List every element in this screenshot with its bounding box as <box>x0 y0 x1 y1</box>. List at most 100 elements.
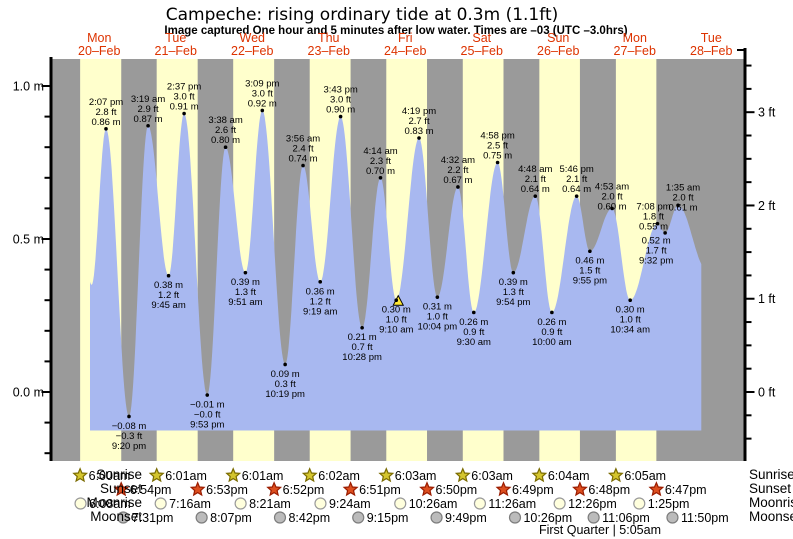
tide-annotation-high: 2.2 ft <box>447 165 468 176</box>
axis-tick-label: 1.0 m <box>13 80 44 94</box>
tide-annotation-low: 0.52 m <box>642 235 671 246</box>
sunrise-time: 6:04am <box>548 469 590 483</box>
tide-annotation-low: 0.26 m <box>459 317 488 328</box>
moonset-icon <box>195 511 208 524</box>
axis-tick <box>746 297 755 300</box>
tide-annotation-high: 2.9 ft <box>138 104 159 115</box>
sunset-icon <box>572 481 588 497</box>
tide-annotation-high: 0.83 m <box>404 126 433 137</box>
tide-annotation-high: 2.7 ft <box>408 116 429 127</box>
moonrise-icon <box>154 497 167 510</box>
tide-point-dot <box>417 136 421 140</box>
day-label: 24–Feb <box>384 44 426 58</box>
moonrise-time: 12:26pm <box>568 497 617 511</box>
sunrise-time: 6:00am <box>89 469 131 483</box>
tide-annotation-low: 0.39 m <box>499 277 528 288</box>
tide-annotation-low: 1.2 ft <box>158 290 179 301</box>
sunset-icon <box>189 481 206 497</box>
left-axis <box>49 57 53 461</box>
axis-tick-label: 0.5 m <box>13 233 44 247</box>
tide-annotation-high: 0.70 m <box>366 166 395 177</box>
sunset-time: 6:54pm <box>130 483 172 497</box>
sunset-time: 6:49pm <box>512 483 554 497</box>
sunrise-time: 6:05am <box>624 469 666 483</box>
tide-annotation-low: 0.9 ft <box>541 327 562 338</box>
tide-annotation-low: 0.38 m <box>154 280 183 291</box>
sunset-time: 6:52pm <box>283 483 325 497</box>
tide-annotation-low: −0.01 m <box>190 400 225 411</box>
tide-annotation-low: 9:51 am <box>228 297 262 308</box>
tide-annotation-low: 0.3 ft <box>275 379 296 390</box>
day-label: 26–Feb <box>537 44 579 58</box>
axis-tick <box>746 87 752 90</box>
tide-annotation-high: 4:32 am <box>441 155 475 166</box>
tide-annotation-high: 4:19 pm <box>402 106 436 117</box>
day-label: 28–Feb <box>690 44 732 58</box>
moonset-time: 10:26pm <box>523 511 572 525</box>
axis-tick <box>746 157 752 160</box>
sunset-icon <box>266 481 283 497</box>
day-label: Thu <box>318 31 340 45</box>
tide-annotation-high: 5:46 pm <box>559 164 593 175</box>
moonset-icon <box>508 511 522 524</box>
day-label: Wed <box>240 31 266 45</box>
row-label-moonset-right: Moonset <box>749 509 793 524</box>
tide-annotation-high: 3.0 ft <box>252 88 273 99</box>
axis-tick <box>746 64 752 67</box>
tide-annotation-high: 7:08 pm <box>636 202 670 213</box>
moonset-time: 7:31pm <box>132 511 174 525</box>
tide-point-dot <box>104 127 108 131</box>
axis-tick <box>41 238 50 240</box>
axis-tick <box>44 207 50 210</box>
moonset-time: 9:15pm <box>367 511 409 525</box>
tide-annotation-high: 0.74 m <box>289 154 318 165</box>
tide-annotation-low: 0.30 m <box>382 305 411 316</box>
moonrise-icon <box>314 497 327 510</box>
axis-tick <box>746 437 752 440</box>
moonset-icon <box>273 511 287 524</box>
axis-tick <box>746 367 752 370</box>
sunrise-icon <box>378 467 395 483</box>
tide-annotation-high: 4:58 pm <box>480 131 514 142</box>
tide-annotation-high: 0.55 m <box>639 222 668 233</box>
sunrise-time: 6:03am <box>471 469 513 483</box>
moon-phase-label: First Quarter | 5:05am <box>538 523 662 537</box>
axis-tick <box>44 176 50 179</box>
axis-tick <box>44 329 50 332</box>
day-label: Tue <box>165 31 186 45</box>
tide-point-dot <box>588 249 592 254</box>
tide-annotation-low: 9:53 pm <box>190 420 224 431</box>
sunset-icon <box>113 481 130 497</box>
tide-annotation-low: −0.3 ft <box>116 431 143 442</box>
tide-point-dot <box>456 185 460 189</box>
moonrise-icon <box>473 497 487 510</box>
tide-annotation-high: 3:56 am <box>286 134 320 145</box>
sunrise-icon <box>301 467 318 483</box>
tide-point-dot <box>182 111 186 116</box>
moonset-icon <box>117 511 130 524</box>
axis-tick <box>44 115 50 118</box>
sunrise-time: 6:02am <box>318 469 360 483</box>
tide-point-dot <box>360 325 364 330</box>
day-label: Mon <box>623 31 647 45</box>
axis-tick-label: 2 ft <box>758 199 776 213</box>
sunset-time: 6:50pm <box>436 483 478 497</box>
tide-point-dot <box>378 176 383 180</box>
tide-point-dot <box>676 203 680 208</box>
tide-annotation-low: 9:55 pm <box>573 276 607 287</box>
axis-tick <box>746 111 755 114</box>
sunrise-icon <box>531 467 548 483</box>
tide-annotation-high: 0.61 m <box>669 202 698 213</box>
tide-point-dot <box>394 298 399 303</box>
tide-point-dot <box>550 310 554 315</box>
row-label-sunset-right: Sunset <box>749 481 792 496</box>
tide-annotation-high: 0.67 m <box>443 175 472 186</box>
tide-annotation-high: 2.3 ft <box>370 156 391 167</box>
tide-point-dot <box>243 270 248 275</box>
axis-tick <box>746 181 752 184</box>
tide-annotation-high: 2:07 pm <box>89 97 123 108</box>
tide-annotation-low: 0.39 m <box>231 277 260 288</box>
moonset-time: 11:50pm <box>681 511 729 525</box>
day-label: 21–Feb <box>155 44 197 58</box>
